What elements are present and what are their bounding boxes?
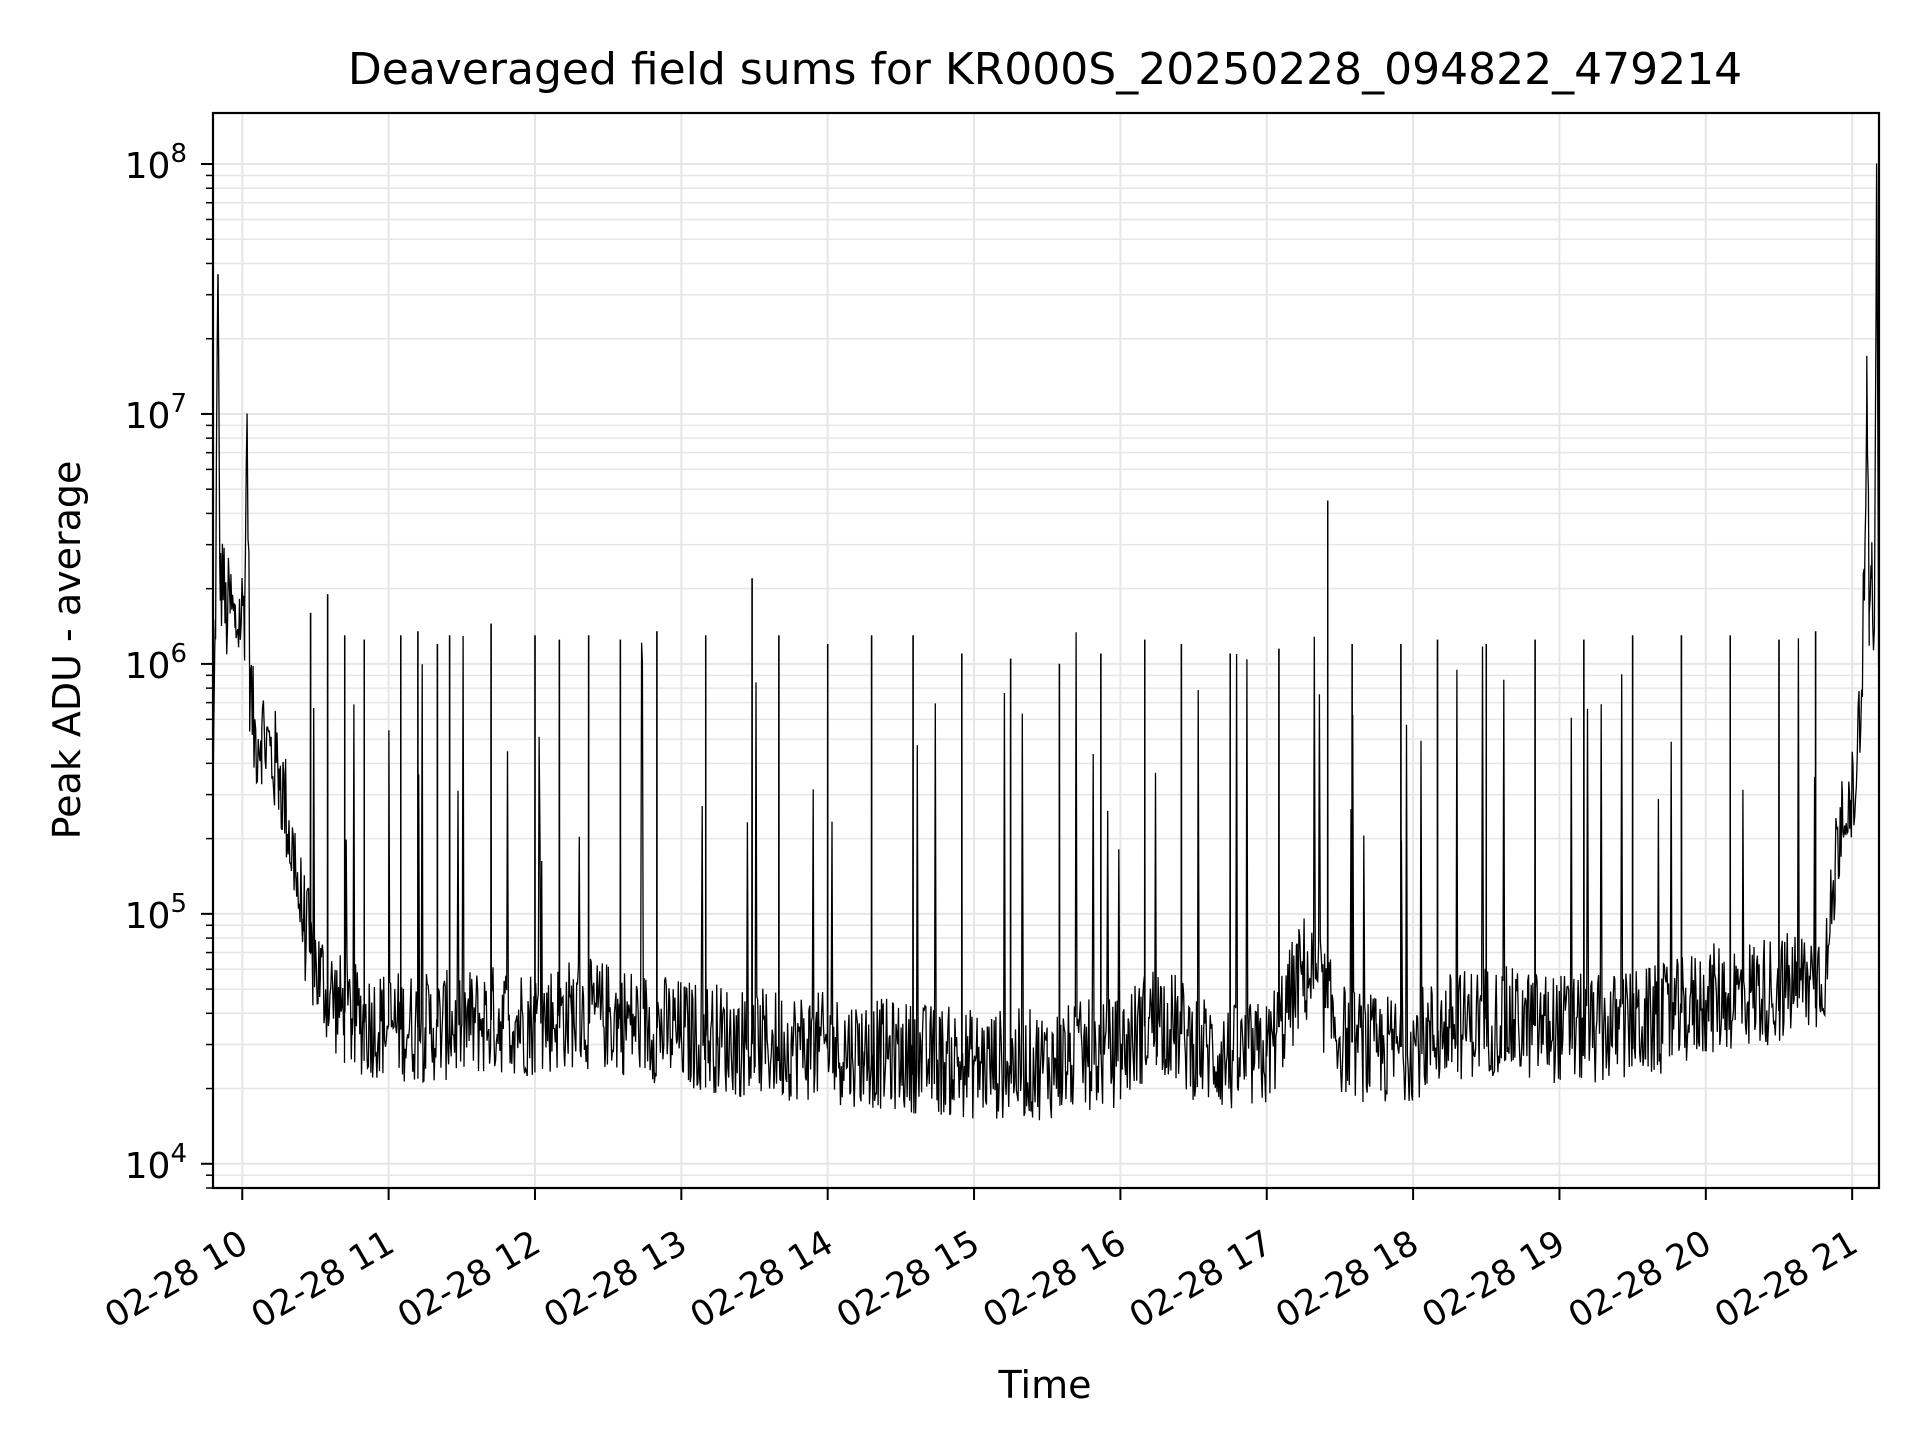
data-point — [1010, 1063, 1012, 1065]
chart-title: Deaveraged field sums for KR000S_2025022… — [348, 44, 1742, 95]
data-point — [1778, 988, 1780, 990]
data-point — [1314, 978, 1317, 980]
data-point — [497, 1018, 499, 1020]
data-point — [244, 605, 246, 607]
data-point — [1485, 1018, 1487, 1020]
data-point — [680, 1033, 682, 1035]
series-layer — [212, 163, 1880, 1121]
data-point — [1827, 959, 1829, 962]
data-point — [224, 619, 226, 621]
data-point — [1156, 1012, 1158, 1014]
data-point — [1849, 827, 1851, 829]
data-point — [229, 605, 231, 607]
data-point — [1632, 1024, 1634, 1026]
data-point — [309, 951, 312, 954]
series-line — [212, 163, 1880, 1121]
data-point — [753, 1043, 756, 1046]
data-point — [1046, 1063, 1048, 1065]
y-tick-label: 108 — [125, 139, 187, 187]
data-point — [388, 1024, 390, 1026]
y-tick-label: 107 — [125, 389, 187, 437]
data-point — [1814, 978, 1817, 980]
data-point — [1083, 1055, 1085, 1057]
y-tick-label: 105 — [125, 889, 187, 937]
data-point — [278, 768, 280, 770]
data-point — [214, 619, 217, 621]
data-point — [1875, 163, 1878, 165]
data-point — [319, 978, 321, 980]
data-point — [1302, 968, 1304, 970]
data-point — [234, 626, 236, 628]
data-point — [790, 1043, 792, 1046]
data-point — [219, 599, 221, 601]
data-point — [339, 1007, 341, 1009]
data-point — [285, 809, 287, 811]
data-point — [1841, 793, 1844, 796]
data-point — [1834, 869, 1836, 871]
data-point — [253, 738, 256, 740]
data-point — [607, 1015, 609, 1017]
y-tick-label: 106 — [125, 639, 187, 687]
data-point — [1522, 1024, 1524, 1026]
data-point — [248, 674, 251, 676]
data-point — [1375, 1051, 1378, 1053]
data-point — [329, 992, 331, 995]
y-axis: 104 105 106 107 108 — [125, 139, 213, 1189]
data-point — [1595, 1030, 1597, 1032]
data-point — [246, 413, 248, 415]
data-point — [270, 757, 273, 759]
data-point — [1192, 1043, 1195, 1046]
data-point — [302, 918, 304, 921]
data-point — [363, 1021, 365, 1023]
data-point — [1705, 999, 1707, 1002]
y-tick-label: 104 — [125, 1139, 187, 1187]
data-point — [1866, 355, 1868, 357]
data-point — [900, 1055, 902, 1057]
data-point — [717, 1036, 719, 1039]
data-point — [1871, 577, 1873, 579]
data-point — [827, 1047, 829, 1049]
data-point — [1863, 599, 1865, 601]
data-point — [1229, 1059, 1231, 1061]
data-point — [217, 274, 219, 276]
data-point — [424, 1027, 426, 1029]
data-point — [1741, 992, 1744, 995]
data-point — [1449, 1027, 1451, 1029]
data-point — [1856, 762, 1858, 764]
data-point — [1412, 1043, 1414, 1046]
data-point — [1266, 1055, 1268, 1057]
data-point — [222, 563, 224, 566]
data-point — [1119, 1051, 1121, 1053]
data-point — [936, 1059, 939, 1061]
data-point — [461, 1024, 463, 1026]
data-point — [261, 728, 263, 730]
y-axis-label: Peak ADU - average — [45, 461, 89, 840]
data-point — [351, 1018, 353, 1020]
data-point — [534, 1021, 536, 1023]
data-point — [1668, 1018, 1670, 1020]
x-axis-label: Time — [998, 1363, 1092, 1407]
data-point — [863, 1051, 865, 1053]
data-point — [644, 1024, 646, 1026]
data-point — [1868, 612, 1870, 614]
data-point — [570, 1012, 573, 1014]
plot-frame — [211, 111, 1881, 1190]
data-point — [295, 876, 297, 878]
data-point — [1339, 1036, 1341, 1039]
data-point — [1873, 634, 1875, 637]
data-point — [973, 1063, 975, 1065]
data-point — [1558, 1027, 1561, 1029]
